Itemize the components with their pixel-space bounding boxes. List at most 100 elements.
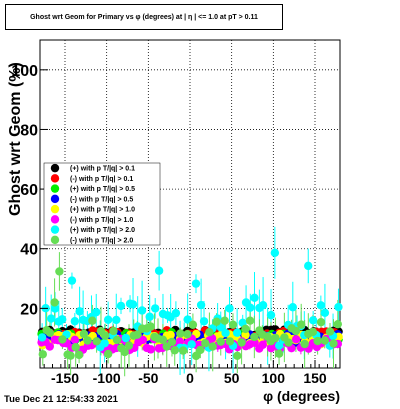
data-point [109,326,118,336]
data-point [92,307,101,317]
data-point [258,340,268,349]
data-point [274,341,284,350]
legend-entry: (+) with p T/|q| > 1.0 [70,207,135,214]
data-point [103,315,113,324]
legend-entry: (+) with p T/|q| > 0.5 [70,186,135,193]
data-point [316,317,326,327]
data-point [183,330,192,339]
data-point [158,335,168,344]
data-point [79,329,89,339]
legend-marker [50,163,60,173]
data-point [220,316,229,325]
axis-ticks: -150 -100 -50 0 50 100 150 20 40 60 80 100 [11,63,337,386]
data-point [74,350,84,360]
data-point [183,315,192,324]
data-point [128,300,138,309]
legend-box [43,162,161,246]
data-point [75,307,84,316]
data-point [313,336,322,346]
data-point [250,332,259,342]
data-point [138,335,148,345]
data-point [246,303,255,312]
data-point [100,331,110,340]
data-point [66,351,75,360]
data-point [88,316,97,325]
data-point [50,304,60,313]
data-point [146,345,156,354]
legend-marker [50,225,60,234]
data-points [37,248,343,361]
data-point [320,308,330,317]
data-point [170,346,179,355]
data-point [191,279,201,288]
data-point [308,327,318,337]
data-point [201,338,210,348]
data-point [271,333,280,343]
data-point [100,339,109,348]
data-point [167,337,177,347]
data-point [46,314,56,323]
data-point [291,326,301,336]
data-point [178,346,188,355]
data-point [92,337,101,346]
legend-marker [50,184,60,193]
data-point [233,351,242,361]
data-point [112,315,121,325]
data-point [166,330,175,340]
data-point [121,333,130,343]
data-point [176,329,185,338]
data-point [304,261,313,271]
data-point [70,335,80,344]
legend-marker [50,194,60,204]
x-tick-label: 150 [303,370,327,386]
data-point [120,347,129,357]
x-tick-label: -100 [93,370,121,386]
y-tick-label: 20 [20,301,38,318]
legend-marker [50,235,60,245]
legend-entry: (-) with p T/|q| > 1.0 [70,217,133,224]
data-point [288,303,298,312]
data-point [212,317,221,326]
data-point [250,293,259,302]
data-point [284,338,293,347]
data-point [329,339,338,348]
data-point [241,324,250,334]
data-point [83,336,92,345]
data-point [334,302,343,312]
data-point [205,328,214,337]
data-point [58,315,67,324]
data-point [146,322,155,331]
data-point [50,298,59,307]
data-point [196,345,205,355]
data-point [124,341,134,350]
data-point [154,266,164,275]
data-point [258,301,268,310]
data-point [196,300,206,310]
data-point [133,330,142,339]
data-point [300,339,309,349]
data-point [325,327,335,336]
data-point [333,319,342,329]
legend-entry: (-) with p T/|q| > 0.5 [70,196,133,203]
data-point [58,335,67,344]
data-point [187,340,196,349]
data-point [145,312,154,321]
legend: (+) with p T/|q| > 0.1 (-) with p T/|q| >… [43,162,161,246]
legend-entry: (-) with p T/|q| > 2.0 [70,237,133,244]
data-point [45,342,54,351]
x-tick-label: -50 [138,370,158,386]
data-point [266,310,276,320]
data-point [112,335,122,345]
data-point [188,320,198,329]
data-point [291,335,301,344]
data-point [270,248,280,257]
y-axis-title: Ghost wrt Geom (%) [7,62,24,216]
legend-marker [50,215,60,224]
y-tick-label: 60 [20,182,38,199]
y-tick-label: 80 [20,122,38,139]
data-point [225,337,235,346]
data-point [67,276,77,285]
data-point [103,349,113,359]
data-point [191,351,201,361]
data-point [45,328,55,337]
